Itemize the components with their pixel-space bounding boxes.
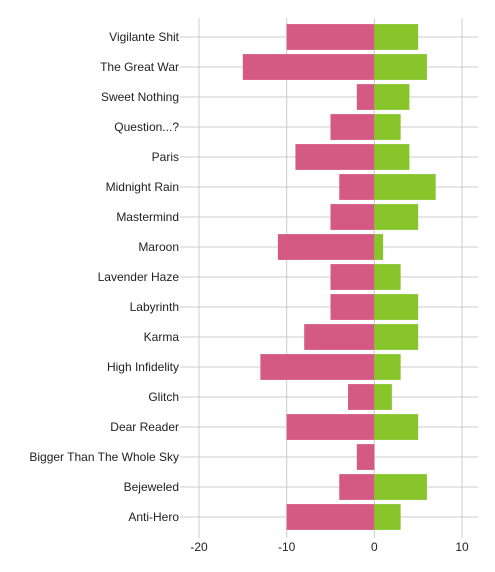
negative-bar: [330, 204, 375, 230]
positive-bar: [374, 504, 401, 530]
x-tick-label: 10: [455, 540, 469, 554]
negative-bar: [286, 504, 375, 530]
category-label-layer: Vigilante Shit The Great War Sweet Nothing…: [29, 30, 179, 524]
negative-bar: [348, 384, 375, 410]
category-label: Anti-Hero: [128, 510, 179, 524]
negative-bar: [339, 174, 375, 200]
positive-bar: [374, 174, 436, 200]
negative-bar: [330, 294, 375, 320]
category-label: The Great War: [100, 60, 179, 74]
category-label: Bejeweled: [124, 480, 179, 494]
negative-bar: [277, 234, 375, 260]
category-label: Lavender Haze: [98, 270, 180, 284]
positive-bar: [374, 294, 419, 320]
grid-layer: [180, 18, 478, 538]
negative-bar: [356, 444, 375, 470]
negative-bar: [330, 264, 375, 290]
positive-bar: [374, 354, 401, 380]
category-label: Bigger Than The Whole Sky: [29, 450, 179, 464]
positive-bar: [374, 204, 419, 230]
category-label: Karma: [144, 330, 180, 344]
positive-bar: [374, 84, 410, 110]
negative-bar: [242, 54, 375, 80]
category-label: Paris: [152, 150, 179, 164]
negative-bar: [286, 414, 375, 440]
category-label: Glitch: [148, 390, 179, 404]
negative-bar: [304, 324, 375, 350]
negative-bar: [330, 114, 375, 140]
positive-bar: [374, 474, 427, 500]
x-tick-label: 0: [371, 540, 378, 554]
negative-bar: [260, 354, 375, 380]
positive-bar: [374, 24, 419, 50]
positive-bar: [374, 264, 401, 290]
bar-layer: [242, 24, 436, 530]
positive-bar: [374, 324, 419, 350]
category-label: Maroon: [138, 240, 179, 254]
category-label: Sweet Nothing: [101, 90, 179, 104]
positive-bar: [374, 144, 410, 170]
negative-bar: [286, 24, 375, 50]
positive-bar: [374, 414, 419, 440]
positive-bar: [374, 384, 392, 410]
x-tick-layer: -20 -10 0 10: [190, 540, 469, 554]
category-label: Midnight Rain: [106, 180, 179, 194]
category-label: Vigilante Shit: [109, 30, 179, 44]
x-tick-label: -10: [278, 540, 296, 554]
positive-bar: [374, 114, 401, 140]
category-label: Dear Reader: [110, 420, 179, 434]
positive-bar: [374, 234, 384, 260]
category-label: High Infidelity: [107, 360, 179, 374]
category-label: Labyrinth: [130, 300, 179, 314]
x-tick-label: -20: [190, 540, 208, 554]
negative-bar: [339, 474, 375, 500]
category-label: Mastermind: [116, 210, 179, 224]
positive-bar: [374, 54, 427, 80]
category-label: Question...?: [114, 120, 179, 134]
negative-bar: [356, 84, 375, 110]
negative-bar: [295, 144, 375, 170]
